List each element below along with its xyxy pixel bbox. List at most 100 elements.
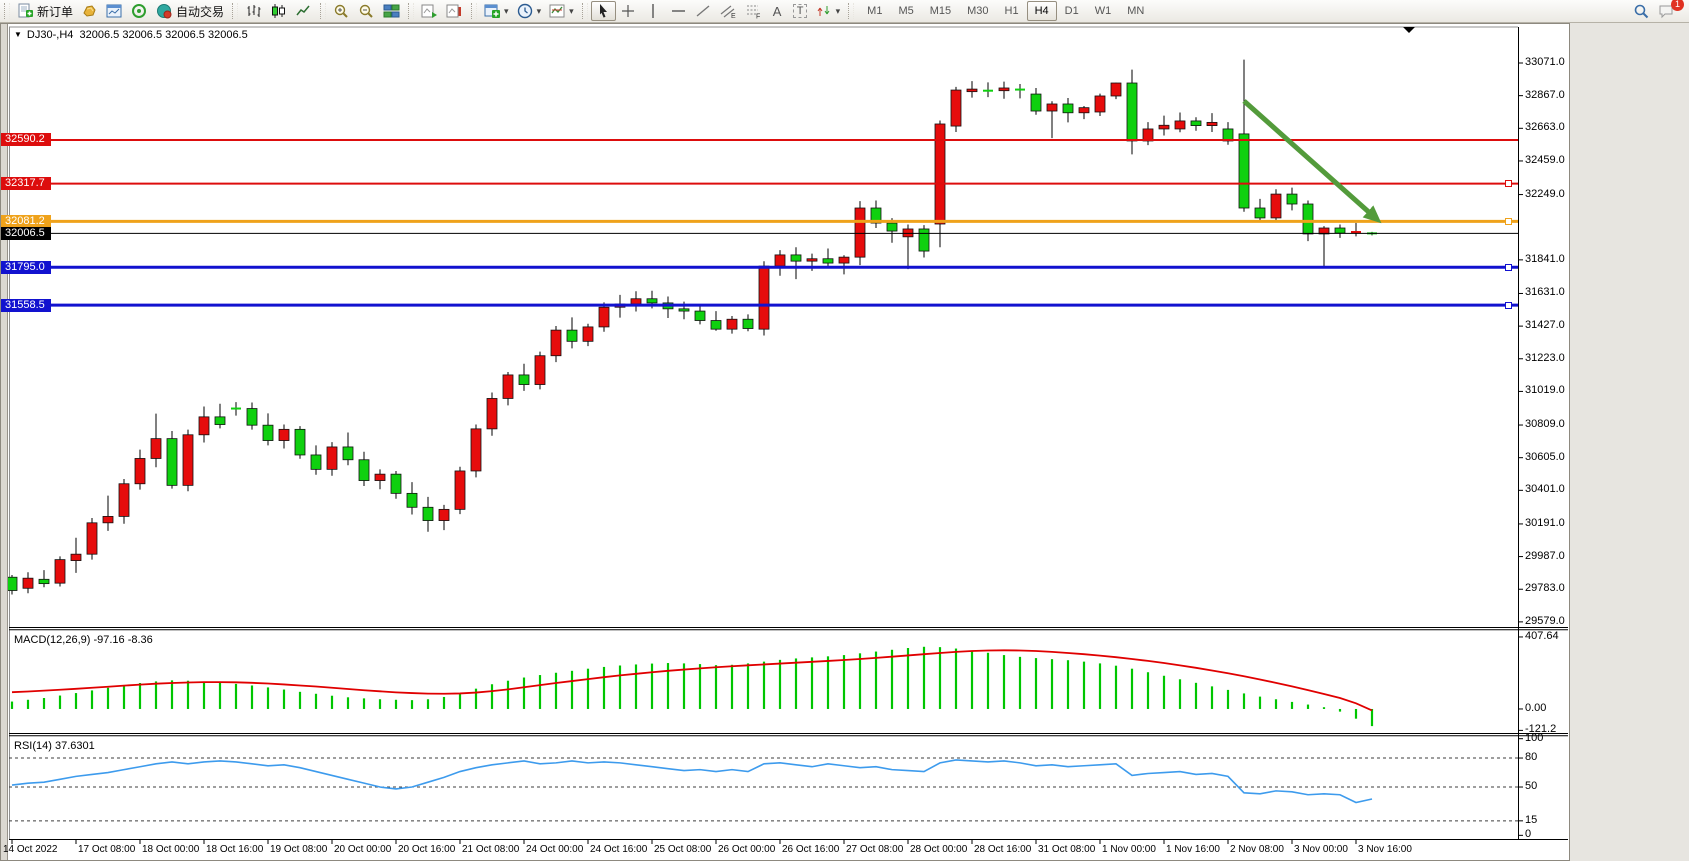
cursor-button[interactable] — [590, 1, 616, 21]
workspace-background — [1571, 23, 1689, 861]
rsi-line — [11, 759, 1373, 804]
price-scale-label: 29987.0 — [1525, 549, 1565, 562]
price-line-badge: 31558.5 — [1, 298, 51, 312]
chart-window-button[interactable] — [102, 1, 127, 21]
chart-title: ▼ DJ30-,H4 32006.5 32006.5 32006.5 32006.… — [14, 29, 248, 41]
chart-shift-marker[interactable] — [1403, 27, 1415, 33]
auto-scroll-icon — [421, 3, 438, 19]
line-handle[interactable] — [1505, 180, 1512, 188]
price-scale-label: 31223.0 — [1525, 351, 1565, 364]
time-axis-label: 21 Oct 08:00 — [462, 844, 520, 855]
line-handle[interactable] — [1505, 263, 1512, 271]
channel-button[interactable]: E — [716, 1, 741, 21]
tile-windows-button[interactable] — [379, 1, 404, 21]
crosshair-button[interactable] — [616, 1, 641, 21]
rsi-scale-label: 80 — [1525, 751, 1538, 764]
chat-button[interactable]: 1 — [1654, 0, 1684, 21]
time-axis-label: 28 Oct 00:00 — [910, 844, 968, 855]
candle-chart-icon — [270, 3, 287, 19]
fibonacci-button[interactable]: F — [741, 1, 766, 21]
price-line-badge: 32317.7 — [1, 177, 51, 191]
macd-scale-label: -121.2 — [1525, 723, 1557, 736]
period-dropdown[interactable]: ▾ — [513, 1, 546, 21]
rsi-scale-label: 15 — [1525, 813, 1538, 826]
timeframe-MN[interactable]: MN — [1127, 5, 1145, 17]
price-line-badge: 32590.2 — [1, 133, 51, 147]
price-scale-label: 30809.0 — [1525, 418, 1565, 431]
price-scale-label: 33071.0 — [1525, 56, 1565, 68]
time-axis-label: 20 Oct 16:00 — [398, 844, 456, 855]
zoom-out-button[interactable] — [354, 1, 379, 21]
price-scale-label: 29579.0 — [1525, 614, 1565, 627]
macd-scale-label: 407.64 — [1525, 629, 1559, 642]
line-chart-icon — [295, 3, 312, 19]
line-chart-button[interactable] — [291, 1, 316, 21]
text-button[interactable]: A — [766, 1, 789, 21]
time-axis-label: 3 Nov 00:00 — [1294, 844, 1348, 855]
trend-arrow[interactable] — [1242, 99, 1382, 224]
new-chart-dropdown[interactable]: ▾ — [480, 1, 513, 21]
crosshair-icon — [620, 3, 637, 19]
price-scale-label: 32249.0 — [1525, 187, 1565, 200]
ohlc-values: 32006.5 32006.5 32006.5 32006.5 — [79, 29, 248, 41]
line-handle[interactable] — [1505, 217, 1512, 225]
horizontal-line-icon — [670, 3, 687, 19]
channel-icon: E — [720, 3, 737, 19]
price-scale-label: 30605.0 — [1525, 450, 1565, 463]
hline-button[interactable] — [666, 1, 691, 21]
macd-histogram — [10, 646, 1374, 727]
search-button[interactable] — [1629, 1, 1654, 21]
metaeditor-button[interactable] — [77, 1, 102, 21]
toolbar-grip — [408, 3, 415, 19]
timeframe-D1[interactable]: D1 — [1064, 5, 1079, 17]
timeframe-M15[interactable]: M15 — [929, 5, 952, 17]
time-axis-label: 24 Oct 00:00 — [526, 844, 584, 855]
symbol-period-label: DJ30-,H4 — [26, 29, 74, 41]
autotrading-button[interactable]: 自动交易 — [152, 1, 228, 21]
chart-window[interactable]: ▼ DJ30-,H4 32006.5 32006.5 32006.5 32006.… — [0, 23, 1570, 861]
label-button[interactable]: T — [789, 1, 812, 21]
price-line-badge: 31795.0 — [1, 260, 51, 274]
time-axis-label: 26 Oct 16:00 — [782, 844, 840, 855]
toolbar-grip — [471, 3, 478, 19]
line-handle[interactable] — [1505, 301, 1512, 309]
timeframe-M5[interactable]: M5 — [898, 5, 914, 17]
price-scale-label: 31841.0 — [1525, 252, 1565, 265]
timeframe-M30[interactable]: M30 — [967, 5, 989, 17]
shapes-icon — [816, 3, 833, 19]
new-order-button[interactable]: 新订单 — [13, 1, 77, 21]
auto-scroll-button[interactable] — [417, 1, 442, 21]
toolbar-grip — [848, 3, 855, 19]
chart-shift-button[interactable] — [442, 1, 467, 21]
time-axis-label: 14 Oct 2022 — [3, 844, 58, 855]
bars-chart-button[interactable] — [241, 1, 266, 21]
zoom-in-icon — [333, 3, 350, 19]
rsi-label: RSI(14) 37.6301 — [14, 740, 95, 752]
timeframe-H4[interactable]: H4 — [1026, 1, 1057, 21]
toolbar-grip — [4, 3, 10, 19]
time-axis-label: 25 Oct 08:00 — [654, 844, 712, 855]
one-click-trading-toggle[interactable]: ▼ — [14, 30, 22, 39]
shapes-dropdown[interactable]: ▾ — [812, 1, 845, 21]
time-axis-label: 31 Oct 08:00 — [1038, 844, 1096, 855]
vline-button[interactable] — [641, 1, 666, 21]
signals-button[interactable] — [127, 1, 152, 21]
horizontal-level-lines[interactable] — [9, 138, 1518, 307]
zoom-in-button[interactable] — [329, 1, 354, 21]
timeframe-H1[interactable]: H1 — [1004, 5, 1019, 17]
price-scale-label: 30401.0 — [1525, 483, 1565, 496]
timeframe-M1[interactable]: M1 — [867, 5, 883, 17]
new-order-icon — [17, 3, 34, 19]
chart-shift-icon — [446, 3, 463, 19]
time-axis-label: 18 Oct 00:00 — [142, 844, 200, 855]
candle-chart-button[interactable] — [266, 1, 291, 21]
notification-badge: 1 — [1671, 0, 1684, 11]
template-dropdown[interactable]: ▾ — [545, 1, 578, 21]
chart-canvas[interactable] — [1, 24, 1569, 860]
trendline-button[interactable] — [691, 1, 716, 21]
search-icon — [1633, 3, 1650, 19]
window-left-edge — [1, 24, 8, 860]
price-scale[interactable] — [1519, 27, 1569, 839]
rsi-scale-label: 50 — [1525, 780, 1538, 793]
timeframe-W1[interactable]: W1 — [1094, 5, 1112, 17]
